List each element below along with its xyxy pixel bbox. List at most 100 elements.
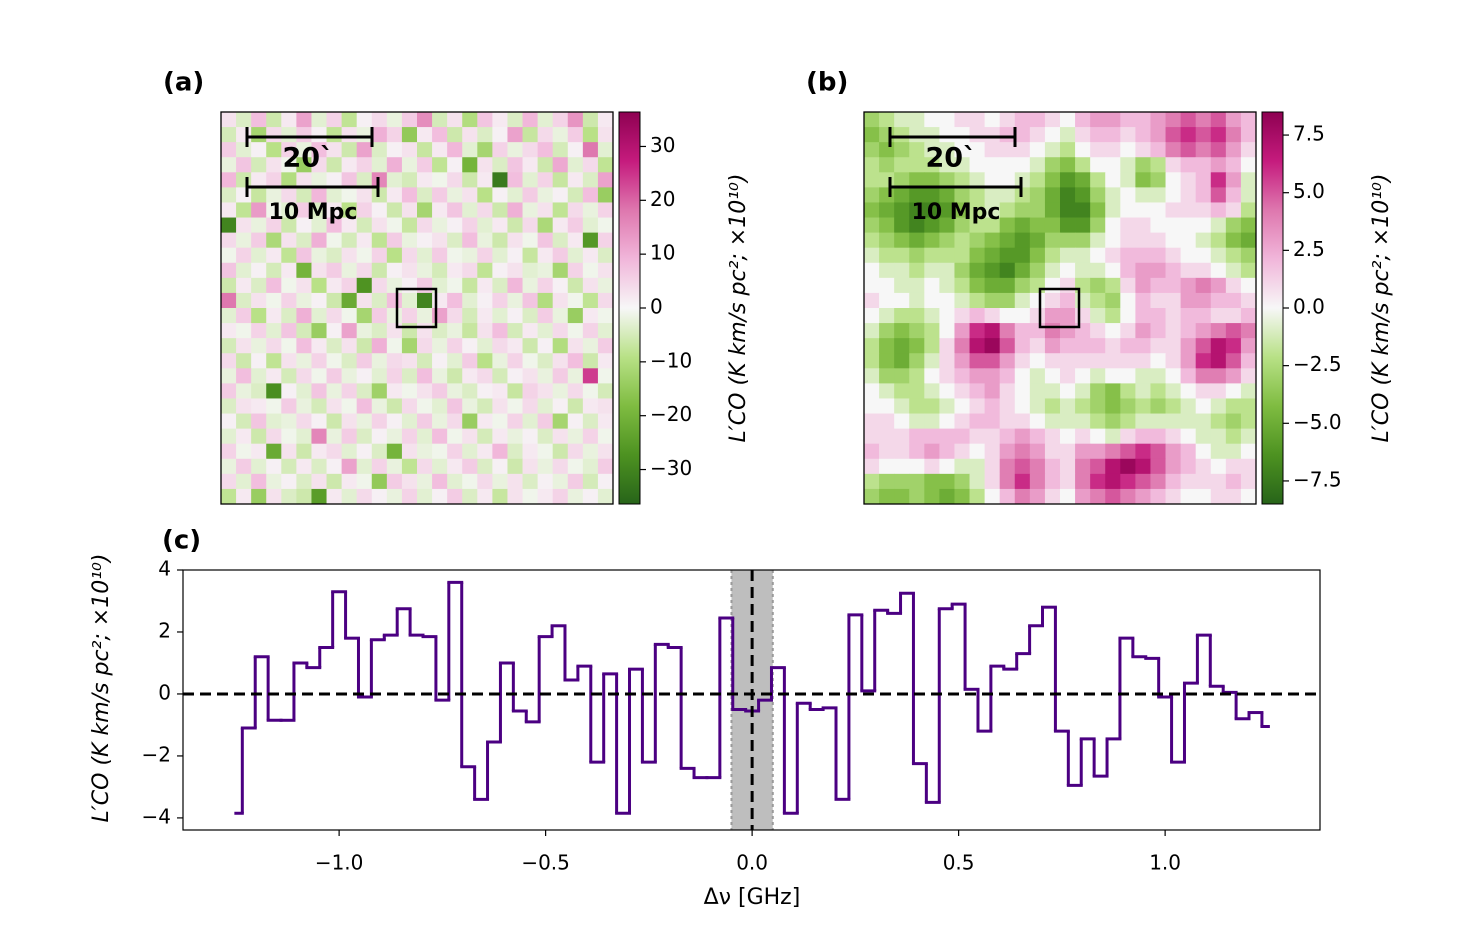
- heatmap-cell: [999, 292, 1016, 309]
- heatmap-cell: [894, 217, 910, 234]
- heatmap-cell: [492, 187, 508, 203]
- heatmap-cell: [326, 368, 343, 384]
- heatmap-cell: [1044, 308, 1061, 324]
- heatmap-cell: [1150, 217, 1166, 234]
- heatmap-cell: [582, 353, 599, 369]
- heatmap-cell: [236, 157, 252, 173]
- heatmap-cell: [939, 353, 955, 369]
- heatmap-cell: [371, 157, 388, 173]
- heatmap-cell: [999, 112, 1016, 128]
- heatmap-cell: [296, 443, 312, 460]
- colorbar-tick-label: 5.0: [1293, 179, 1325, 203]
- heatmap-cell: [939, 187, 955, 203]
- heatmap-cell: [894, 413, 910, 430]
- heatmap-cell: [1135, 383, 1151, 399]
- heatmap-cell: [984, 172, 1001, 188]
- heatmap-cell: [1120, 353, 1136, 369]
- heatmap-cell: [1120, 458, 1136, 475]
- heatmap-cell: [552, 112, 569, 128]
- heatmap-cell: [492, 308, 508, 324]
- heatmap-cell: [417, 413, 433, 430]
- heatmap-cell: [894, 157, 910, 173]
- heatmap-cell: [1195, 308, 1212, 324]
- heatmap-cell: [1150, 292, 1166, 309]
- heatmap-cell: [1240, 247, 1257, 264]
- heatmap-cell: [939, 323, 955, 339]
- heatmap-cell: [507, 217, 523, 234]
- heatmap-cell: [1044, 458, 1061, 475]
- heatmap-cell: [984, 338, 1001, 354]
- heatmap-cell: [492, 112, 508, 128]
- heatmap-cell: [1210, 292, 1227, 309]
- heatmap-cell: [1120, 488, 1136, 505]
- heatmap-cell: [864, 112, 880, 128]
- heatmap-cell: [1165, 473, 1182, 490]
- heatmap-cell: [236, 277, 252, 294]
- heatmap-cell: [552, 172, 569, 188]
- heatmap-cell: [984, 262, 1001, 279]
- heatmap-cell: [954, 353, 970, 369]
- heatmap-cell: [386, 458, 403, 475]
- heatmap-cell: [954, 398, 970, 414]
- heatmap-cell: [477, 488, 493, 505]
- heatmap-cell: [221, 157, 237, 173]
- heatmap-cell: [1090, 458, 1106, 475]
- heatmap-cell: [552, 413, 569, 430]
- heatmap-cell: [1210, 187, 1227, 203]
- scale-label: 20`: [925, 143, 976, 174]
- heatmap-cell: [924, 398, 940, 414]
- heatmap-cell: [1195, 262, 1212, 279]
- heatmap-cell: [879, 488, 895, 505]
- heatmap-cell: [1180, 157, 1197, 173]
- scale-label: 10 Mpc: [912, 200, 1001, 225]
- heatmap-cell: [864, 473, 880, 490]
- heatmap-cell: [236, 127, 252, 143]
- heatmap-cell: [266, 202, 282, 218]
- heatmap-cell: [999, 473, 1016, 490]
- heatmap-cell: [492, 232, 508, 249]
- heatmap-cell: [1135, 338, 1151, 354]
- heatmap-cell: [326, 428, 343, 445]
- heatmap-cell: [1210, 353, 1227, 369]
- heatmap-cell: [1180, 353, 1197, 369]
- heatmap-cell: [552, 338, 569, 354]
- heatmap-cell: [567, 142, 584, 158]
- heatmap-cell: [999, 323, 1016, 339]
- heatmap-cell: [311, 353, 327, 369]
- heatmap-cell: [1120, 202, 1136, 218]
- heatmap-cell: [462, 187, 478, 203]
- heatmap-cell: [984, 217, 1001, 234]
- heatmap-cell: [909, 232, 925, 249]
- heatmap-cell: [1150, 172, 1166, 188]
- heatmap-cell: [969, 323, 986, 339]
- heatmap-cell: [1225, 428, 1242, 445]
- heatmap-cell: [969, 338, 986, 354]
- heatmap-cell: [507, 142, 523, 158]
- heatmap-cell: [864, 232, 880, 249]
- heatmap-cell: [879, 157, 895, 173]
- heatmap-cell: [371, 338, 388, 354]
- heatmap-cell: [221, 338, 237, 354]
- heatmap-cell: [281, 428, 297, 445]
- heatmap-cell: [924, 458, 940, 475]
- heatmap-cell: [999, 202, 1016, 218]
- heatmap-cell: [401, 112, 418, 128]
- heatmap-cell: [432, 112, 448, 128]
- heatmap-cell: [984, 323, 1001, 339]
- heatmap-cell: [221, 398, 237, 414]
- heatmap-cell: [432, 323, 448, 339]
- heatmap-cell: [477, 458, 493, 475]
- heatmap-cell: [251, 443, 267, 460]
- heatmap-cell: [251, 398, 267, 414]
- heatmap-cell: [909, 353, 925, 369]
- heatmap-cell: [537, 262, 554, 279]
- axes-frame: [182, 569, 1321, 831]
- heatmap-cell: [1240, 232, 1257, 249]
- heatmap-cell: [447, 413, 463, 430]
- heatmap-cell: [864, 458, 880, 475]
- heatmap-cell: [432, 232, 448, 249]
- heatmap-cell: [1120, 157, 1136, 173]
- heatmap-cell: [1105, 353, 1121, 369]
- heatmap-cell: [984, 157, 1001, 173]
- heatmap-cell: [386, 262, 403, 279]
